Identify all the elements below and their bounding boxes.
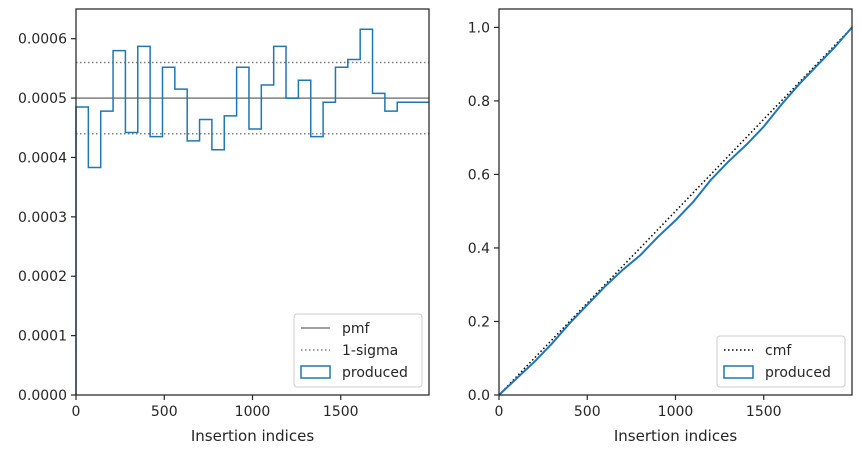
cmf-plot-area (499, 9, 852, 395)
pmf-y-tick-label: 0.0005 (18, 91, 67, 107)
cmf-x-axis-label: Insertion indices (614, 427, 737, 445)
pmf-legend-box (293, 313, 423, 388)
pmf-legend: pmf 1-sigma produced (293, 313, 423, 388)
cmf-panel: 0 500 1000 1500 0.0 0.2 0.4 0.6 0.8 1.0 Insertio… (468, 8, 853, 445)
cmf-y-axis: 0.0 0.2 0.4 0.6 0.8 1.0 (468, 20, 499, 404)
produced-legend-label: produced (342, 365, 408, 381)
produced-cmf-line (498, 26, 853, 396)
pmf-y-tick-label: 0.0000 (18, 388, 67, 404)
produced-cmf-legend-label: produced (765, 365, 831, 381)
cmf-legend-label: cmf (765, 343, 792, 359)
cmf-series-layer (498, 26, 853, 396)
pmf-y-tick-label: 0.0003 (18, 210, 67, 226)
pmf-legend-label: pmf (342, 321, 371, 337)
pmf-panel: 0 500 1000 1500 0.00000.00010.00020.00030.0… (18, 8, 430, 445)
cmf-y-tick-label: 0.6 (468, 167, 490, 183)
produced-legend-swatch (300, 365, 331, 379)
produced-cmf-legend-swatch (723, 365, 754, 379)
pmf-series-layer (75, 28, 429, 395)
pmf-y-axis: 0.0000 0.0001 0.0002 0.0003 0.0004 0.0005 0.00… (18, 32, 76, 404)
cmf-y-tick-label: 0.2 (468, 314, 490, 330)
cmf-y-tick-label: 1.0 (468, 20, 490, 36)
pmf-x-axis-label: Insertion indices (191, 427, 314, 445)
pmf-y-tick-label: 0.0004 (18, 150, 67, 166)
pmf-y-tick-label: 0.0006 (18, 32, 67, 48)
cmf-line (498, 26, 853, 396)
cmf-legend: cmf produced (716, 335, 846, 388)
cmf-x-tick-label: 0 (495, 404, 504, 420)
pmf-y-tick-label: 0.0001 (18, 329, 67, 345)
cmf-y-tick-label: 0.0 (468, 388, 490, 404)
pmf-x-tick-label: 1500 (323, 404, 359, 420)
pmf-x-tick-label: 1000 (235, 404, 271, 420)
pmf-x-tick-label: 0 (72, 404, 81, 420)
cmf-x-axis: 0 500 1000 1500 (495, 395, 782, 420)
cmf-x-tick-label: 500 (574, 404, 601, 420)
cmf-x-tick-label: 1500 (746, 404, 782, 420)
sigma-legend-label: 1-sigma (342, 343, 398, 359)
cmf-legend-box (716, 335, 846, 388)
pmf-x-tick-label: 500 (151, 404, 178, 420)
pmf-x-axis: 0 500 1000 1500 (72, 395, 359, 420)
cmf-y-tick-label: 0.8 (468, 94, 490, 110)
cmf-y-tick-label: 0.4 (468, 241, 490, 257)
produced-histogram (75, 28, 429, 395)
cmf-x-tick-label: 1000 (658, 404, 694, 420)
pmf-y-tick-label: 0.0002 (18, 269, 67, 285)
